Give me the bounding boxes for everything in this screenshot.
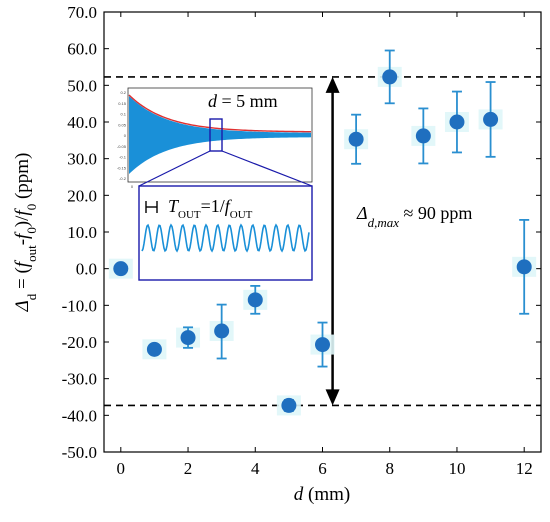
- x-axis-title: d (mm): [294, 484, 350, 505]
- data-point: [310, 321, 335, 368]
- data-point: [377, 49, 402, 105]
- x-tick-label: 8: [385, 459, 394, 478]
- inset-zoom-box: [209, 118, 223, 152]
- inset-x-tick-label: 0: [131, 184, 134, 189]
- data-point: [176, 326, 201, 349]
- range-arrow: [325, 76, 340, 406]
- point-marker: [382, 69, 398, 85]
- arrow-head-down: [325, 389, 340, 406]
- y-tick-label: -20.0: [62, 333, 97, 352]
- x-tick-label: 2: [184, 459, 193, 478]
- y-tick-label: 50.0: [67, 76, 97, 95]
- x-tick-label: 4: [251, 459, 260, 478]
- inset-distance-label: d = 5 mm: [208, 91, 278, 111]
- inset-period-label: TOUT=1/fOUT: [168, 196, 253, 221]
- x-tick-label: 0: [117, 459, 126, 478]
- inset-y-tick-label: 0.1: [120, 112, 126, 117]
- data-point: [108, 258, 133, 279]
- x-tick-label: 12: [516, 459, 533, 478]
- y-tick-label: -40.0: [62, 406, 97, 425]
- inset-y-tick-label: -0.2: [119, 176, 127, 181]
- point-marker: [146, 341, 162, 357]
- point-marker: [113, 261, 129, 277]
- inset-top-axes: [127, 87, 313, 183]
- y-tick-label: 40.0: [67, 113, 97, 132]
- inset-connector-right: [221, 150, 313, 187]
- data-point: [344, 113, 369, 165]
- delta-max-annotation: Δd,max ≈ 90 ppm: [356, 203, 472, 230]
- y-tick-label: 20.0: [67, 186, 97, 205]
- y-tick-label: 60.0: [67, 40, 97, 59]
- data-point: [209, 303, 234, 360]
- inset-y-tick-label: -0.15: [117, 165, 127, 170]
- point-marker: [516, 259, 532, 275]
- y-tick-label: 0.0: [76, 260, 97, 279]
- inset-zoom-connectors: [138, 150, 313, 187]
- inset-y-tick-label: -0.1: [119, 155, 127, 160]
- point-marker: [214, 323, 230, 339]
- data-point: [276, 395, 301, 416]
- point-marker: [449, 114, 465, 130]
- inset-zoom-waveform: [141, 223, 310, 253]
- tick-marks: [104, 11, 541, 453]
- point-marker: [247, 292, 263, 308]
- y-tick-label: -30.0: [62, 370, 97, 389]
- point-marker: [281, 397, 297, 413]
- inset-y-tick-label: 0.2: [120, 90, 126, 95]
- y-tick-labels: -50.0 -40.0 -30.0 -20.0 -10.0 0.0 10.0 20.0 30.0…: [62, 3, 97, 462]
- point-marker: [180, 330, 196, 346]
- y-tick-label: -50.0: [62, 443, 97, 462]
- point-marker: [415, 128, 431, 144]
- inset-y-tick-label: 0.15: [118, 101, 127, 106]
- data-points: [108, 49, 537, 416]
- y-tick-label: -10.0: [62, 296, 97, 315]
- x-tick-labels: 0 2 4 6 8 10 12: [117, 459, 533, 478]
- inset-envelope-line: [128, 94, 312, 133]
- data-point: [411, 107, 436, 165]
- data-point: [512, 218, 537, 315]
- data-point: [243, 284, 268, 315]
- point-marker: [483, 111, 499, 127]
- inset-connector-left: [138, 150, 211, 187]
- inset-y-tick-label: -0.05: [117, 144, 127, 149]
- data-point: [142, 339, 167, 360]
- inset-y-tick-label: 0.05: [118, 122, 127, 127]
- y-axis-title: Δd = (fout-f0)/f0 (ppm): [12, 153, 39, 313]
- inset-zoom-plot: [138, 185, 313, 281]
- reference-lines: [104, 76, 541, 407]
- inset-panel: 0.20.150.10.050-0.05-0.1-0.15-0.20510152…: [116, 84, 318, 281]
- x-tick-label: 6: [318, 459, 327, 478]
- inset-decay-plot: 0.20.150.10.050-0.05-0.1-0.15-0.20510152…: [116, 84, 318, 192]
- y-tick-label: 30.0: [67, 150, 97, 169]
- inset-decay-waveform: [129, 95, 311, 175]
- data-point: [444, 90, 469, 154]
- inset-y-tick-label: 0: [124, 133, 127, 138]
- point-marker: [348, 131, 364, 147]
- inset-zoom-frame: [138, 185, 313, 281]
- arrow-head-up: [325, 76, 340, 93]
- data-point: [478, 81, 503, 158]
- y-tick-label: 70.0: [67, 3, 97, 22]
- x-tick-label: 10: [448, 459, 465, 478]
- y-tick-label: 10.0: [67, 223, 97, 242]
- point-marker: [315, 337, 330, 353]
